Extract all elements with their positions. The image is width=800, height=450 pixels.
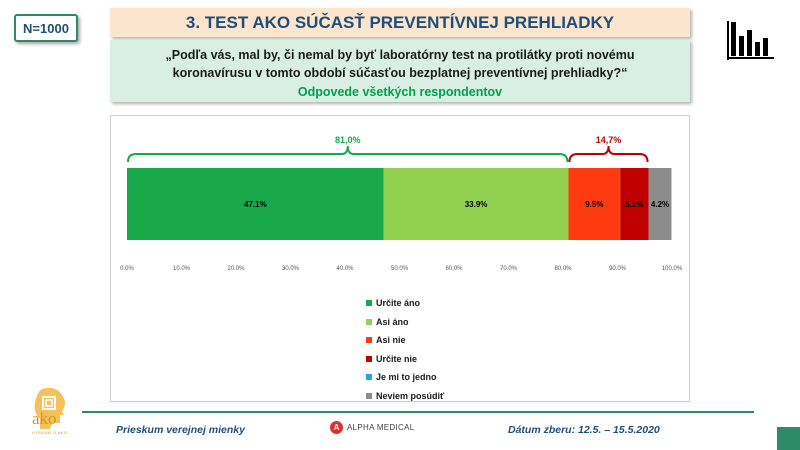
footer-date: Dátum zberu: 12.5. – 15.5.2020 [508,424,660,436]
bar-value-label: 47.1% [244,200,267,209]
stacked-bar-chart: 47.1% 33.9% 9.5% 5.2% 4.2% 0.0% 10.0% 20.0% 30.0… [120,135,683,272]
sponsor-name: ALPHA MEDICAL [347,423,415,432]
bar-value-label: 9.5% [585,200,603,209]
x-tick-label: 20.0% [227,266,245,272]
legend-swatch [366,337,372,344]
ako-logo-subtext: VÝSKUM O AKO [32,430,68,435]
bracket [127,145,569,163]
bar-value-label: 33.9% [465,200,488,209]
legend-label: Je mi to jedno [376,372,437,383]
x-tick-label: 30.0% [282,266,300,272]
legend-item: Asi áno [366,313,444,332]
question-subtitle: Odpovede všetkých respondentov [297,85,503,99]
question-box: „Podľa vás, mal by, či nemal by byť labo… [110,40,690,102]
ako-logo: ako VÝSKUM O AKO [28,385,74,448]
footer-divider [82,411,754,413]
bracket [568,145,649,163]
x-tick-label: 100.0% [662,266,683,272]
x-tick-label: 40.0% [336,266,354,272]
bar-segment [383,168,569,240]
x-tick-label: 70.0% [500,266,518,272]
sponsor-logo-mark: A [330,421,343,434]
legend-swatch [366,374,372,381]
legend-label: Neviem posúdiť [376,390,445,401]
bar-chart-icon [727,21,774,60]
x-tick-label: 50.0% [391,266,409,272]
chart-area: 47.1% 33.9% 9.5% 5.2% 4.2% 0.0% 10.0% 20.0% 30.0… [110,115,690,402]
bracket-label: 14,7% [596,135,622,145]
footer-survey-label: Prieskum verejnej mienky [116,424,245,436]
legend-label: Asi nie [376,335,406,346]
sponsor-logo: A ALPHA MEDICAL [330,421,414,434]
corner-decoration [777,427,800,450]
legend-label: Určite nie [376,353,418,364]
bar-segment [568,168,621,240]
x-tick-label: 90.0% [609,266,627,272]
legend-item: Určite áno [366,294,444,313]
legend-swatch [366,300,372,307]
legend-swatch [366,392,372,399]
page-title: 3. TEST AKO SÚČASŤ PREVENTÍVNEJ PREHLIAD… [110,8,690,37]
bracket-label: 81,0% [335,135,361,145]
question-line-1: „Podľa vás, mal by, či nemal by byť labo… [165,48,635,62]
sample-size-badge: N=1000 [14,14,78,42]
legend-swatch [366,355,372,362]
x-tick-label: 80.0% [554,266,572,272]
legend-item: Asi nie [366,331,444,350]
x-tick-label: 60.0% [445,266,463,272]
legend-label: Asi áno [376,316,409,327]
chart-legend: Určite áno Asi áno Asi nie Určite nie Je mi … [366,294,444,405]
legend-swatch [366,318,372,325]
legend-item: Neviem posúdiť [366,387,444,406]
bar-segment [648,168,672,240]
question-line-2: koronavírusu v tomto období súčasťou bez… [172,66,628,80]
ako-logo-text: ako [32,409,57,428]
x-tick-label: 10.0% [173,266,191,272]
bar-segment [620,168,649,240]
x-tick-label: 0.0% [120,266,134,272]
bar-segment [127,168,384,240]
bar-value-label: 5.2% [625,200,643,209]
bar-value-label: 4.2% [651,200,669,209]
legend-item: Určite nie [366,350,444,369]
legend-item: Je mi to jedno [366,368,444,387]
legend-label: Určite áno [376,298,421,309]
